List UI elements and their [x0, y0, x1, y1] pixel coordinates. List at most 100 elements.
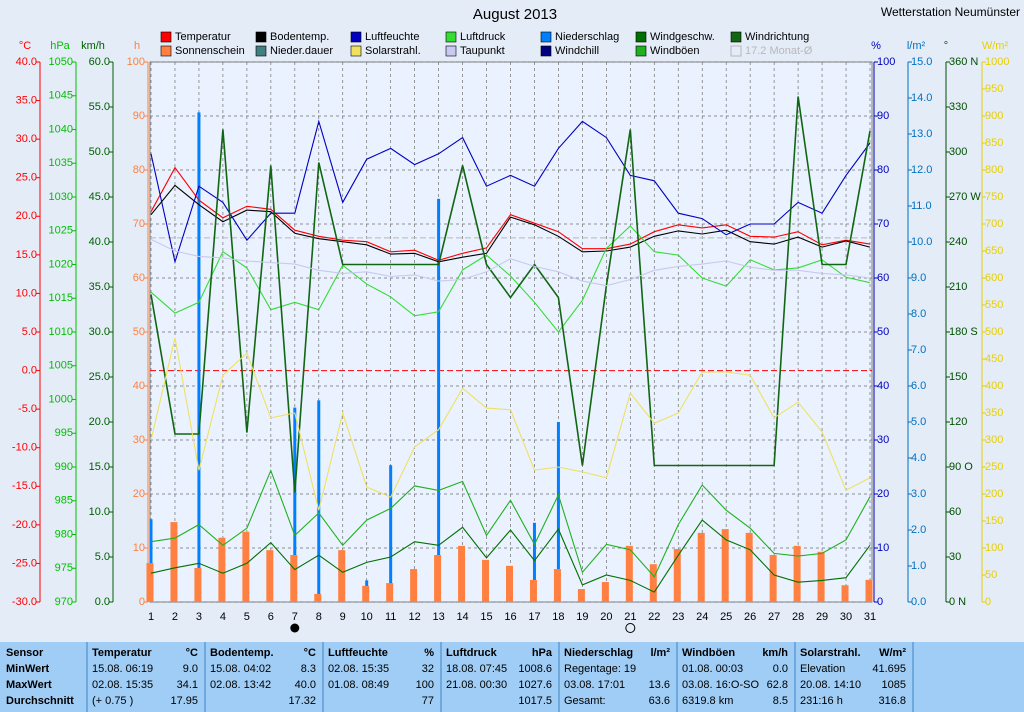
y-tick-label: 30.0	[16, 133, 37, 145]
stats-panel: Temperatur °C 15.08. 06:19 9.0 02.08. 15:35 3…	[88, 642, 206, 712]
stat-value: 9.0	[182, 663, 198, 675]
y-tick-label: 950	[985, 83, 1003, 95]
y-tick-label: 1000	[49, 393, 73, 405]
y-tick-label: 1010	[49, 326, 73, 338]
bar	[673, 549, 681, 602]
bar	[841, 585, 849, 602]
y-tick-label: 1.0	[911, 560, 926, 572]
y-tick-label: 70	[133, 218, 145, 230]
y-tick-label: 10	[133, 542, 145, 554]
bar	[197, 112, 201, 603]
y-tick-label: 650	[985, 245, 1003, 257]
x-tick-label: 11	[385, 611, 396, 623]
y-tick-label: 11.0	[911, 200, 932, 212]
y-tick-label: 50.0	[89, 146, 110, 158]
y-tick-label: 90	[133, 110, 145, 122]
y-tick-label: 5.0	[22, 326, 37, 338]
y-tick-label: 700	[985, 218, 1003, 230]
y-tick-label: 1035	[49, 157, 73, 169]
y-tick-label: 0.0	[911, 596, 926, 608]
stat-value: 34.1	[176, 679, 198, 691]
bar	[769, 555, 777, 602]
y-tick-label: 1045	[49, 90, 73, 102]
stat-note: 21.08. 00:30	[446, 679, 508, 691]
y-tick-label: 0.0	[22, 364, 37, 376]
y-tick-label: 900	[985, 110, 1003, 122]
y-tick-label: 10.0	[89, 506, 110, 518]
line-series	[150, 166, 871, 261]
bar	[314, 593, 322, 602]
row-label: MinWert	[6, 663, 50, 675]
line-series	[150, 119, 871, 264]
bar	[532, 522, 536, 602]
y-tick-label: 210	[949, 281, 967, 293]
stat-value: 100	[415, 679, 434, 691]
y-tick-label: 7.0	[911, 344, 926, 356]
stat-note: 03.08. 16:O-SO	[682, 679, 760, 691]
stat-note: 6319.8 km	[682, 695, 734, 707]
y-tick-label: 15.0	[911, 56, 932, 68]
x-tick-label: 4	[220, 611, 226, 623]
x-tick-label: 26	[744, 611, 756, 623]
y-tick-label: 30	[877, 434, 889, 446]
y-tick-label: 20	[133, 488, 145, 500]
y-tick-label: 1050	[49, 56, 73, 68]
y-tick-label: 240	[949, 236, 967, 248]
y-tick-label: 5.0	[911, 416, 926, 428]
y-tick-label: 200	[985, 488, 1003, 500]
y-tick-label: 12.0	[911, 164, 932, 176]
stat-note: 231:16 h	[800, 695, 843, 707]
y-tick-label: 450	[985, 353, 1003, 365]
panel-title: Bodentemp.	[210, 647, 274, 659]
y-tick-label: 15.0	[16, 249, 37, 261]
bar	[482, 559, 490, 602]
x-tick-label: 27	[768, 611, 780, 623]
moon-new	[290, 623, 300, 633]
bar	[242, 531, 250, 602]
y-tick-label: 1040	[49, 123, 73, 135]
bar	[170, 522, 178, 602]
y-tick-label: 400	[985, 380, 1003, 392]
y-tick-label: 40.0	[16, 56, 37, 68]
line-series	[150, 469, 871, 578]
row-label: MaxWert	[6, 679, 52, 691]
y-tick-label: 600	[985, 272, 1003, 284]
axis-unit: %	[871, 40, 881, 52]
bar	[865, 579, 873, 602]
panel-title: Temperatur	[92, 647, 152, 659]
stat-value: 0.0	[772, 663, 788, 675]
y-tick-label: 15.0	[89, 461, 110, 473]
legend-swatch	[730, 31, 742, 43]
bar	[410, 569, 418, 602]
bar	[434, 555, 442, 602]
y-tick-label: -20.0	[12, 519, 37, 531]
y-tick-label: 500	[985, 326, 1003, 338]
stat-note: 15.08. 06:19	[92, 663, 154, 675]
row-label: Sensor	[6, 647, 44, 659]
x-tick-label: 29	[816, 611, 828, 623]
y-tick-label: 9.0	[911, 272, 926, 284]
stat-value: 13.6	[648, 679, 670, 691]
x-tick-label: 15	[480, 611, 492, 623]
axis-unit: hPa	[50, 40, 70, 52]
stat-value: 1017.5	[518, 695, 552, 707]
bar	[556, 422, 560, 602]
legend-label: Windgeschw.	[650, 31, 715, 43]
stat-value: 40.0	[294, 679, 316, 691]
y-tick-label: 0.0	[95, 596, 110, 608]
panel-title: Luftfeuchte	[328, 647, 388, 659]
legend-label: Luftfeuchte	[365, 31, 419, 43]
stats-labels: Sensor MinWert MaxWert Durchschnitt	[0, 642, 88, 712]
bar	[362, 585, 370, 602]
y-tick-label: 995	[55, 427, 73, 439]
y-tick-label: 300	[985, 434, 1003, 446]
legend-swatch	[445, 31, 457, 43]
y-tick-label: 4.0	[911, 452, 926, 464]
legend-swatch	[540, 31, 552, 43]
y-tick-label: 980	[55, 528, 73, 540]
y-tick-label: 800	[985, 164, 1003, 176]
stat-value: 1027.6	[518, 679, 552, 691]
y-tick-label: 0	[985, 596, 991, 608]
panel-unit: °C	[185, 647, 198, 659]
